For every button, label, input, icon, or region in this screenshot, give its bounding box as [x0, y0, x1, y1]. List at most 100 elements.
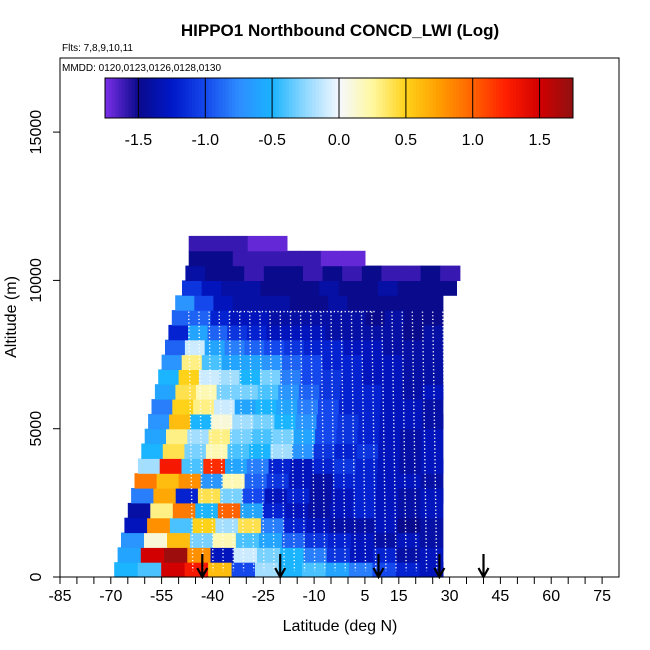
flight-profile: [259, 311, 265, 572]
x-tick-label: -40: [201, 588, 224, 605]
heatmap-cell: [208, 428, 231, 445]
heatmap-cell: [158, 369, 180, 385]
flight-profile: [401, 311, 407, 572]
x-tick-label: -25: [252, 588, 275, 605]
colorbar-swatch: [542, 78, 547, 118]
heatmap-cell: [161, 354, 183, 370]
heatmap-cell: [270, 295, 291, 311]
heatmap-cell: [284, 339, 305, 356]
y-axis-label: Altitude (m): [3, 276, 20, 358]
heatmap-cell: [322, 354, 343, 370]
colorbar-swatch: [175, 78, 180, 118]
heatmap-cell: [342, 250, 366, 267]
heatmap-cell: [346, 310, 366, 326]
heatmap-cell: [436, 280, 457, 296]
heatmap-cell: [290, 458, 313, 474]
heatmap-cell: [267, 235, 288, 252]
heatmap-cell: [304, 532, 329, 548]
chart-title: HIPPO1 Northbound CONCD_LWI (Log): [181, 21, 499, 40]
heatmap-cell: [178, 473, 202, 489]
flight-profile: [289, 311, 296, 572]
heatmap-cell: [249, 310, 270, 326]
heatmap-cell: [309, 488, 333, 504]
heatmap-cell: [247, 235, 268, 252]
colorbar-swatch: [395, 78, 400, 118]
heatmap-cell: [364, 324, 385, 341]
heatmap-cell: [276, 250, 300, 267]
colorbar-swatch: [328, 78, 333, 118]
colorbar-swatch: [472, 78, 477, 118]
heatmap-cell: [188, 324, 209, 341]
heatmap-cell: [161, 562, 186, 578]
heatmap-cell: [361, 265, 382, 281]
heatmap-cell: [378, 428, 401, 445]
flight-profile: [350, 311, 357, 572]
heatmap-cell: [423, 324, 444, 341]
colorbar-swatch: [108, 78, 113, 118]
colorbar-swatch: [178, 78, 183, 118]
heatmap-cell: [190, 413, 212, 430]
heatmap-cell: [423, 339, 444, 356]
colorbar-swatch: [342, 78, 347, 118]
heatmap-cell: [257, 384, 279, 400]
colorbar-swatch: [429, 78, 434, 118]
heatmap-cell: [264, 339, 285, 356]
heatmap-cell: [283, 265, 304, 281]
colorbar-swatch: [496, 78, 500, 118]
heatmap-cell: [244, 473, 268, 489]
heatmap-cell: [211, 413, 233, 430]
heatmap-cell: [144, 532, 168, 548]
heatmap-cell: [403, 324, 424, 341]
heatmap-cell: [222, 473, 246, 489]
colorbar-swatch: [522, 78, 527, 118]
heatmap-cell: [328, 295, 348, 311]
colorbar-swatch: [489, 78, 494, 118]
colorbar-swatch: [201, 78, 206, 118]
heatmap-cell: [147, 517, 171, 534]
heatmap-cell: [268, 458, 291, 474]
heatmap-cell: [144, 428, 167, 445]
colorbar-swatch: [242, 78, 246, 118]
heatmap-cell: [213, 295, 234, 311]
heatmap-cell: [381, 384, 403, 400]
heatmap-cell: [213, 399, 236, 415]
heatmap-cell: [350, 532, 375, 548]
heatmap-cell: [208, 562, 233, 578]
colorbar-tick-label: 1.5: [528, 132, 550, 149]
heatmap-cell: [232, 295, 253, 311]
heatmap-cell: [187, 428, 210, 445]
colorbar-swatch: [138, 78, 143, 118]
heatmap-cell: [323, 339, 345, 356]
colorbar-swatch: [422, 78, 427, 118]
heatmap-cell: [420, 473, 444, 489]
heatmap-cell: [348, 562, 373, 578]
heatmap-cell: [232, 250, 256, 267]
heatmap-cell: [237, 384, 259, 400]
heatmap-cell: [401, 399, 423, 415]
flight-profile: [442, 311, 448, 572]
heatmap-cell: [378, 443, 401, 459]
colorbar-swatch: [425, 78, 430, 118]
heatmap-cell: [181, 354, 203, 370]
heatmap-cell: [400, 413, 423, 430]
heatmap-cell: [355, 458, 379, 474]
heatmap-cell: [354, 473, 378, 489]
colorbar-swatch: [379, 78, 383, 118]
heatmap-cell: [289, 295, 310, 311]
x-tick-label: 75: [593, 588, 611, 605]
heatmap-cell: [335, 443, 358, 459]
heatmap-cell: [151, 399, 173, 415]
heatmap-cell: [307, 502, 331, 519]
colorbar-swatch: [449, 78, 454, 118]
heatmap-cell: [422, 399, 444, 415]
heatmap-cell: [258, 532, 283, 548]
colorbar-swatch: [232, 78, 236, 118]
colorbar-swatch: [235, 78, 240, 118]
heatmap-cell: [380, 399, 402, 415]
heatmap-cell: [207, 324, 228, 341]
colorbar-swatch: [181, 78, 186, 118]
plot-frame: [59, 57, 620, 578]
heatmap-cell: [298, 250, 322, 267]
heatmap-cell: [375, 502, 399, 519]
colorbar-swatch: [456, 78, 460, 118]
